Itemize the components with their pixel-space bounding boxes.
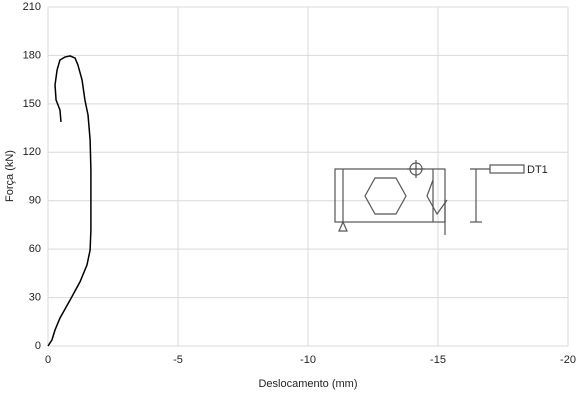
data-line xyxy=(47,55,92,347)
x-tick-label: -15 xyxy=(430,354,446,366)
sketch-gauge xyxy=(489,164,525,174)
x-tick-label: -10 xyxy=(300,354,316,366)
y-tick-label: 150 xyxy=(23,98,41,110)
y-tick-label: 0 xyxy=(35,340,41,352)
y-tick-label: 60 xyxy=(29,243,41,255)
y-tick-label: 210 xyxy=(23,1,41,13)
x-tick-label: 0 xyxy=(45,354,51,366)
sketch-frame xyxy=(334,168,446,223)
y-axis-label: Força (kN) xyxy=(4,150,16,202)
y-tick-label: 90 xyxy=(29,195,41,207)
sketch-support xyxy=(338,220,348,232)
y-tick-label: 180 xyxy=(23,49,41,61)
sketch-hexagon xyxy=(364,177,407,215)
specimen-sketch: DT1 xyxy=(334,160,548,235)
y-tick-label: 120 xyxy=(23,146,41,158)
x-tick-label: -5 xyxy=(173,354,183,366)
x-tick-label: -20 xyxy=(560,354,576,366)
y-tick-label: 30 xyxy=(29,291,41,303)
x-axis-label: Deslocamento (mm) xyxy=(258,378,357,390)
inset-label: DT1 xyxy=(527,164,548,176)
sketch-shape xyxy=(426,179,448,216)
